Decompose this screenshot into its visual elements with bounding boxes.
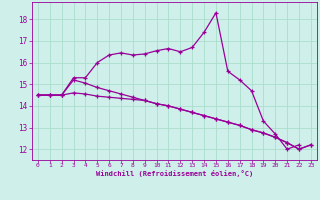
- X-axis label: Windchill (Refroidissement éolien,°C): Windchill (Refroidissement éolien,°C): [96, 170, 253, 177]
